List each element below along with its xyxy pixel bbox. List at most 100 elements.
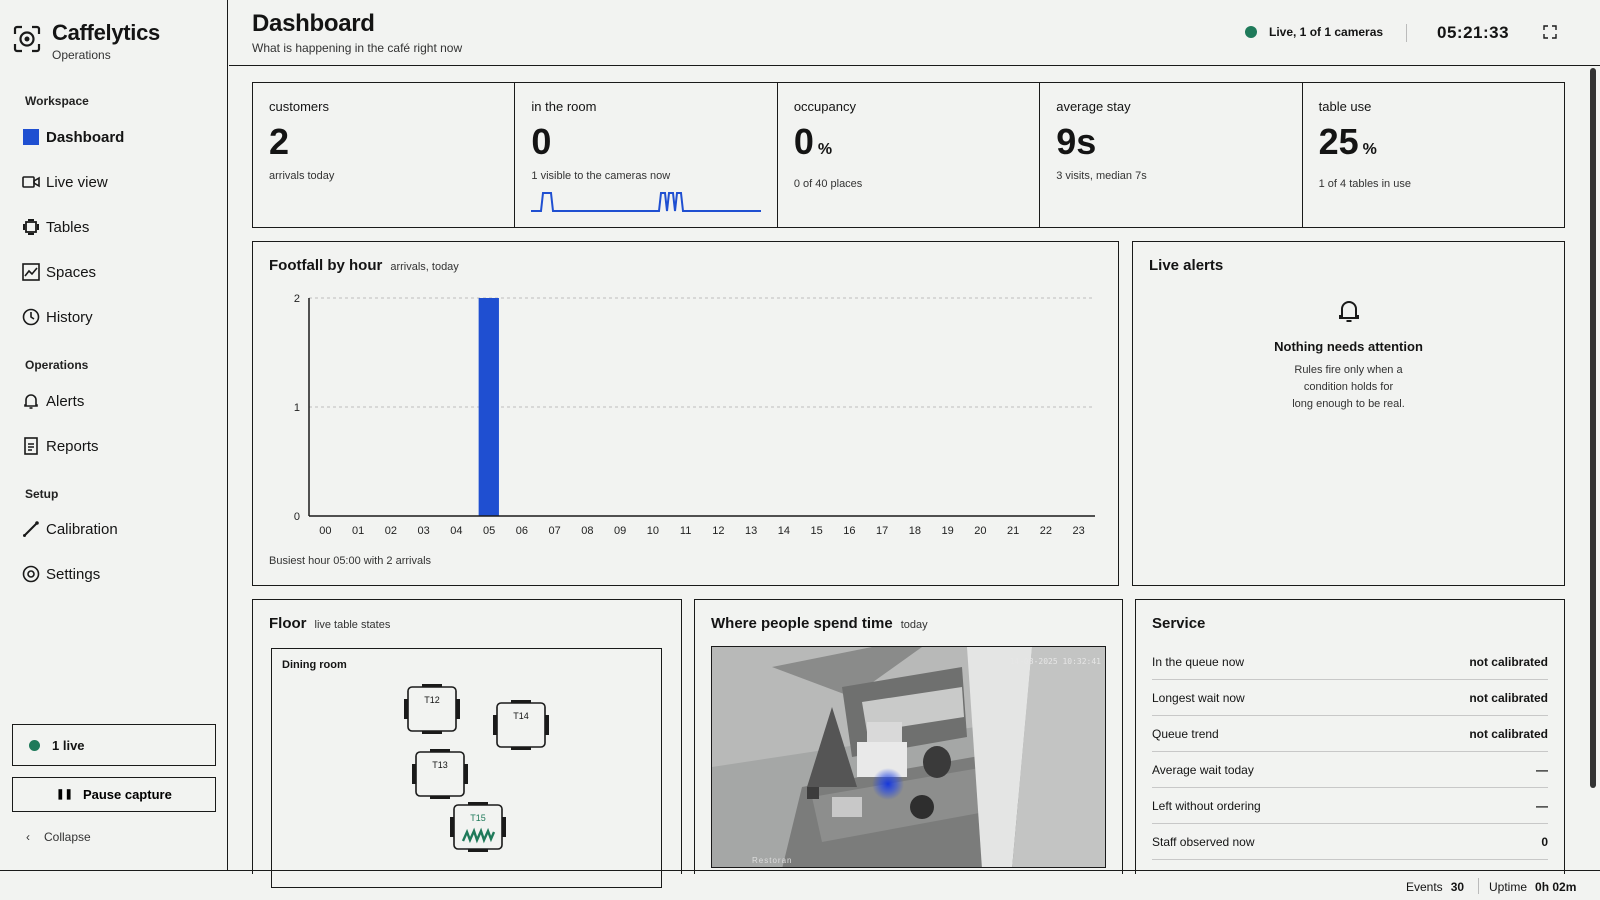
sidebar-item-dashboard[interactable]: Dashboard: [22, 126, 124, 148]
scrollbar[interactable]: [1590, 68, 1596, 788]
x-tick-label: 03: [418, 525, 430, 537]
document-icon: [22, 437, 40, 455]
bar: [478, 298, 499, 516]
table-label: T12: [424, 695, 440, 705]
divider: [1478, 878, 1479, 894]
camera-timestamp: 14-08-2025 10:32:41: [1009, 657, 1101, 666]
live-dot-icon: [29, 739, 40, 751]
pause-icon: ❚❚: [56, 789, 73, 800]
x-tick-label: 02: [385, 525, 397, 537]
kpi-row: customers 2 arrivals today in the room 0…: [252, 82, 1565, 228]
kpi-sub: 0 of 40 places: [793, 178, 863, 190]
sidebar-item-label: Live view: [46, 173, 108, 191]
page-subtitle: What is happening in the café right now: [252, 41, 463, 55]
table-t13[interactable]: T13: [411, 748, 469, 800]
sidebar-item-label: Calibration: [46, 520, 118, 538]
room-label: Dining room: [282, 659, 347, 671]
sidebar-item-calibration[interactable]: Calibration: [22, 518, 118, 540]
sidebar-item-label: Dashboard: [46, 128, 125, 146]
floor-map: Dining room T12 T14 T13 T15: [271, 648, 662, 888]
sidebar-item-spaces[interactable]: Spaces: [22, 261, 96, 283]
empty-text: Rules fire only when a condition holds f…: [1292, 364, 1405, 410]
x-tick-label: 16: [843, 525, 855, 537]
kpi-customers: customers 2 arrivals today: [253, 83, 516, 227]
panel-title: Footfall by hour arrivals, today: [269, 257, 459, 274]
sidebar-item-alerts[interactable]: Alerts: [22, 390, 84, 412]
x-tick-label: 15: [811, 525, 823, 537]
chart-line-icon: [22, 263, 40, 281]
pause-capture-button[interactable]: ❚❚ Pause capture: [12, 777, 216, 812]
camera-snapshot[interactable]: 14-08-2025 10:32:41 Restoran: [711, 646, 1106, 868]
settings-icon: [22, 565, 40, 583]
presence-sparkline: [531, 192, 762, 212]
kpi-label: customers: [269, 99, 329, 114]
kpi-label: in the room: [531, 99, 597, 114]
footfall-panel: Footfall by hour arrivals, today 0 1 2 00 01 0…: [252, 241, 1119, 586]
sidebar-item-label: Settings: [46, 565, 101, 583]
kpi-label: occupancy: [793, 99, 856, 114]
table-t12[interactable]: T12: [403, 683, 461, 735]
sidebar-item-label: Alerts: [46, 392, 85, 410]
collapse-label: Collapse: [44, 830, 91, 844]
kpi-value: 2: [269, 121, 290, 162]
x-tick-label: 07: [549, 525, 561, 537]
clock: 05:21:33: [1437, 23, 1510, 42]
camera-scene: [712, 647, 1105, 867]
status-bar: Events 30 Uptime 0h 02m: [0, 870, 1600, 900]
sidebar-item-live-view[interactable]: Live view: [22, 171, 108, 193]
sidebar-item-tables[interactable]: Tables: [22, 216, 89, 238]
service-row: Left without ordering —: [1152, 788, 1548, 824]
live-count: 1 live: [52, 737, 85, 753]
service-row: Longest wait now not calibrated: [1152, 680, 1548, 716]
x-tick-label: 08: [581, 525, 593, 537]
empty-title: Nothing needs attention: [1274, 339, 1423, 354]
x-tick-label: 22: [1040, 525, 1052, 537]
camera-icon: [22, 173, 40, 191]
x-tick-label: 12: [712, 525, 724, 537]
y-tick-label: 0: [294, 511, 300, 523]
collapse-button[interactable]: ‹ Collapse: [26, 830, 91, 844]
table-t15[interactable]: T15: [449, 801, 507, 853]
kpi-in-the-room: in the room 0 1 visible to the cameras n…: [515, 83, 778, 227]
pause-label: Pause capture: [82, 787, 172, 802]
table-t14[interactable]: T14: [492, 699, 550, 751]
x-tick-label: 19: [942, 525, 954, 537]
events-counter: Events 30: [1406, 880, 1465, 894]
kpi-average-stay: average stay 9s 3 visits, median 7s: [1040, 83, 1303, 227]
kpi-value: 25%: [1318, 121, 1377, 162]
panel-title: Service: [1152, 615, 1206, 632]
bell-icon: [22, 392, 40, 410]
nav-section-setup: Setup: [25, 487, 59, 501]
service-row: Average wait today —: [1152, 752, 1548, 788]
service-row: In the queue now not calibrated: [1152, 644, 1548, 680]
kpi-occupancy: occupancy 0% 0 of 40 places: [778, 83, 1041, 227]
sidebar-item-reports[interactable]: Reports: [22, 435, 99, 457]
kpi-value: 0: [531, 121, 552, 162]
x-tick-label: 18: [909, 525, 921, 537]
x-tick-label: 11: [680, 525, 691, 537]
live-count-badge: 1 live: [12, 724, 216, 766]
x-tick-label: 21: [1007, 525, 1019, 537]
live-status-text: Live, 1 of 1 cameras: [1269, 25, 1384, 39]
sidebar-item-history[interactable]: History: [22, 306, 93, 328]
x-tick-label: 00: [319, 525, 331, 537]
x-tick-label: 09: [614, 525, 626, 537]
table-icon: [22, 218, 40, 236]
service-row: Staff observed now 0: [1152, 824, 1548, 860]
sidebar-item-label: History: [46, 308, 93, 326]
sidebar-item-label: Reports: [46, 437, 99, 455]
table-label: T15: [470, 813, 486, 823]
kpi-sub: 1 of 4 tables in use: [1318, 178, 1411, 190]
camera-watermark: Restoran: [752, 856, 793, 865]
panel-title: Live alerts: [1149, 257, 1224, 274]
kpi-table-use: table use 25% 1 of 4 tables in use: [1303, 83, 1564, 227]
brand[interactable]: Caffelytics Operations: [12, 20, 160, 62]
kpi-sub: arrivals today: [269, 170, 335, 182]
logo-icon: [13, 25, 41, 53]
service-row: Queue trend not calibrated: [1152, 716, 1548, 752]
fullscreen-icon[interactable]: [1543, 25, 1557, 39]
panel-title: Where people spend time today: [711, 615, 928, 632]
divider: [1406, 24, 1407, 42]
kpi-label: table use: [1318, 99, 1372, 114]
sidebar-item-settings[interactable]: Settings: [22, 563, 100, 585]
